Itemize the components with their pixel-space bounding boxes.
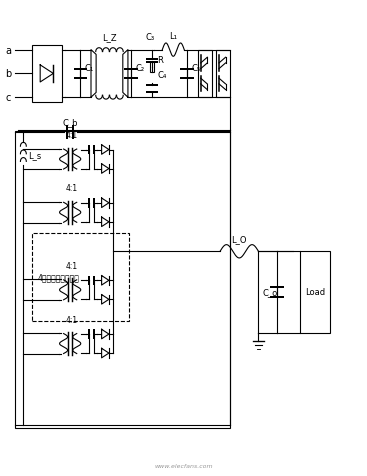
- Text: C₄: C₄: [157, 71, 167, 80]
- Text: 4:1: 4:1: [66, 131, 78, 140]
- Text: b: b: [6, 69, 12, 79]
- Text: L_s: L_s: [28, 150, 41, 159]
- Bar: [150, 63, 154, 73]
- Text: C_o: C_o: [263, 288, 278, 297]
- Bar: [32, 233, 129, 321]
- Text: C₅: C₅: [192, 64, 201, 73]
- Text: C_b: C_b: [62, 118, 78, 127]
- Bar: [15, 132, 230, 428]
- Text: 4:1: 4:1: [66, 184, 78, 193]
- Bar: [217, 50, 230, 98]
- Bar: [32, 46, 62, 103]
- Bar: [301, 252, 330, 333]
- Bar: [198, 50, 212, 98]
- Text: 4:1: 4:1: [66, 315, 78, 324]
- Text: c: c: [6, 93, 11, 103]
- Text: 4个相同变压器模块: 4个相同变压器模块: [37, 273, 79, 282]
- Text: Load: Load: [305, 288, 326, 297]
- Text: L_O: L_O: [232, 234, 247, 243]
- Text: a: a: [6, 46, 11, 56]
- Text: R: R: [157, 55, 163, 64]
- Text: C₃: C₃: [146, 33, 155, 42]
- Text: 4:1: 4:1: [66, 261, 78, 270]
- Text: www.elecfans.com: www.elecfans.com: [154, 463, 213, 468]
- Text: L₁: L₁: [169, 32, 177, 41]
- Text: C₁: C₁: [85, 64, 94, 73]
- Text: C₂: C₂: [135, 64, 144, 73]
- Text: L_Z: L_Z: [102, 33, 117, 42]
